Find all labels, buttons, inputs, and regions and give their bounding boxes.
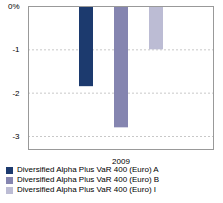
svg-text:-3: -3 (12, 132, 20, 141)
html-text:Diversified Alpha Plus VaR 400: Diversified Alpha Plus VaR 400 (Euro) I (17, 185, 156, 194)
svg-text:-1: -1 (12, 45, 20, 54)
svg-text:2009: 2009 (112, 157, 130, 165)
svg-text:-2: -2 (12, 89, 20, 98)
html-text:Diversified Alpha Plus VaR 400: Diversified Alpha Plus VaR 400 (Euro) A (17, 165, 159, 174)
svg-text:0%: 0% (8, 2, 20, 11)
html-text:Diversified Alpha Plus VaR 400: Diversified Alpha Plus VaR 400 (Euro) B (17, 175, 160, 184)
